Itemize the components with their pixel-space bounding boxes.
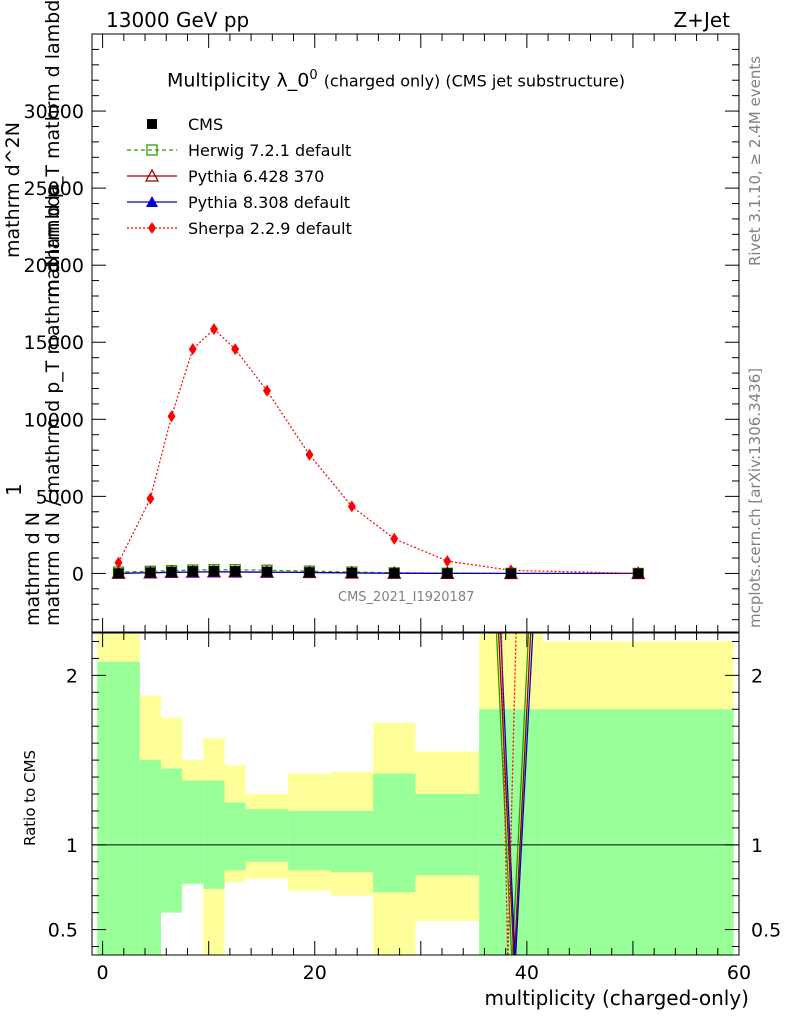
series-point-sherpa-2-2-9-default xyxy=(209,323,218,336)
series-point-sherpa-2-2-9-default xyxy=(443,555,452,568)
y-tick-label: 10000 xyxy=(24,409,84,431)
series-point-cms xyxy=(304,567,315,578)
y-tick-label: 5000 xyxy=(36,486,84,508)
y-tick-label: 25000 xyxy=(24,178,84,200)
series-point-sherpa-2-2-9-default xyxy=(390,532,399,545)
ratio-band-green-7 xyxy=(288,810,331,871)
series-point-cms xyxy=(145,567,156,578)
plot-title: Multiplicity λ_00 (charged only) (CMS je… xyxy=(167,68,625,91)
header-left-label: 13000 GeV pp xyxy=(106,8,250,32)
plot-title-main: Multiplicity λ_0 xyxy=(167,69,310,92)
ratio-band-green-5 xyxy=(224,802,246,871)
main-frame xyxy=(91,33,740,633)
ratio-band-green-9 xyxy=(373,773,416,893)
y-axis-label-part-2: mathrm d N xyxy=(22,512,44,626)
main-panel: 0 5000 10000 15000 20000 25000 30000 CMS Herwig … xyxy=(24,33,740,633)
main-series xyxy=(111,323,646,580)
ratio-bands xyxy=(92,633,739,955)
x-axis-label: multiplicity (charged-only) xyxy=(484,986,749,1010)
ratio-panel: 0 20 40 600.5 0.51 12 2 xyxy=(48,632,781,984)
x-tick-label: 60 xyxy=(727,962,751,984)
ratio-line-3 xyxy=(500,633,517,955)
series-point-sherpa-2-2-9-default xyxy=(146,492,155,505)
ratio-y-tick-label: 0.5 xyxy=(48,920,78,942)
ratio-line-0 xyxy=(495,633,530,955)
x-tick-label: 0 xyxy=(97,962,109,984)
series-point-sherpa-2-2-9-default xyxy=(231,343,240,356)
y-axis-label-part-1: 1 xyxy=(2,483,26,496)
series-point-sherpa-2-2-9-default xyxy=(188,343,197,356)
plot-title-sup: 0 xyxy=(309,68,318,83)
series-point-sherpa-2-2-9-default xyxy=(114,556,123,569)
ratio-y-axis-label: Ratio to CMS xyxy=(21,749,39,846)
ratio-band-green-0 xyxy=(97,661,140,955)
ratio-band-green-3 xyxy=(182,780,204,884)
ratio-line-2 xyxy=(500,633,534,955)
rivet-label: Rivet 3.1.10, ≥ 2.4M events xyxy=(746,55,764,266)
series-point-cms xyxy=(633,568,644,579)
legend-marker xyxy=(146,196,158,207)
legend-marker xyxy=(144,168,160,182)
legend-marker xyxy=(148,222,156,234)
series-point-cms xyxy=(208,565,219,576)
ratio-band-green-6 xyxy=(245,809,289,862)
legend-label: Pythia 6.428 370 xyxy=(188,167,324,186)
series-point-cms xyxy=(262,566,273,577)
series-line-sherpa-2-2-9-default xyxy=(117,328,639,575)
series-point-cms xyxy=(389,568,400,579)
legend-label: Sherpa 2.2.9 default xyxy=(188,219,352,238)
y-axis-label-part-5: mathrm d p_T mathrm d lambda xyxy=(42,0,64,298)
ratio-y-tick-label: 1 xyxy=(66,835,78,857)
series-point-sherpa-2-2-9-default xyxy=(167,410,176,423)
series-point-cms xyxy=(230,566,241,577)
legend-label: Herwig 7.2.1 default xyxy=(188,141,351,160)
mcplots-label: mcplots.cern.ch [arXiv:1306.3436] xyxy=(746,367,764,628)
y-axis-label-part-4: mathrm d^2N xyxy=(2,122,24,258)
plot-title-paren: (charged only) (CMS jet substructure) xyxy=(323,71,625,91)
series-point-cms xyxy=(346,567,357,578)
series-point-cms xyxy=(166,566,177,577)
series-point-sherpa-2-2-9-default xyxy=(347,500,356,513)
legend-label: Pythia 8.308 default xyxy=(188,193,350,212)
ratio-band-green-4 xyxy=(203,780,225,889)
ratio-band-green-1 xyxy=(139,760,161,955)
legend: CMS Herwig 7.2.1 default Pythia 6.428 370 P… xyxy=(127,115,352,238)
ratio-band-green-10 xyxy=(415,794,480,876)
series-point-cms xyxy=(442,568,453,579)
series-point-cms xyxy=(113,568,124,579)
ratio-band-green-2 xyxy=(160,768,183,913)
x-tick-label: 40 xyxy=(515,962,539,984)
y-tick-label: 20000 xyxy=(24,255,84,277)
legend-label: CMS xyxy=(188,115,223,134)
ratio-y-tick-label-right: 1 xyxy=(751,835,763,857)
ratio-y-tick-label: 2 xyxy=(66,665,78,687)
ratio-band-green-12 xyxy=(542,709,734,955)
series-point-cms xyxy=(187,566,198,577)
y-tick-label: 15000 xyxy=(24,332,84,354)
legend-marker xyxy=(146,144,158,156)
series-point-sherpa-2-2-9-default xyxy=(305,448,314,461)
y-tick-label: 0 xyxy=(72,563,84,585)
ratio-y-tick-label-right: 0.5 xyxy=(751,920,781,942)
header-right-label: Z+Jet xyxy=(673,8,730,32)
ratio-band-green-8 xyxy=(330,810,374,872)
x-tick-label: 20 xyxy=(303,962,327,984)
ratio-band-green-11 xyxy=(479,709,543,955)
ratio-y-tick-label-right: 2 xyxy=(751,665,763,687)
y-tick-label: 30000 xyxy=(24,101,84,123)
analysis-watermark: CMS_2021_I1920187 xyxy=(338,590,475,605)
series-point-sherpa-2-2-9-default xyxy=(263,384,272,397)
legend-marker xyxy=(147,119,157,129)
series-point-cms xyxy=(505,568,516,579)
